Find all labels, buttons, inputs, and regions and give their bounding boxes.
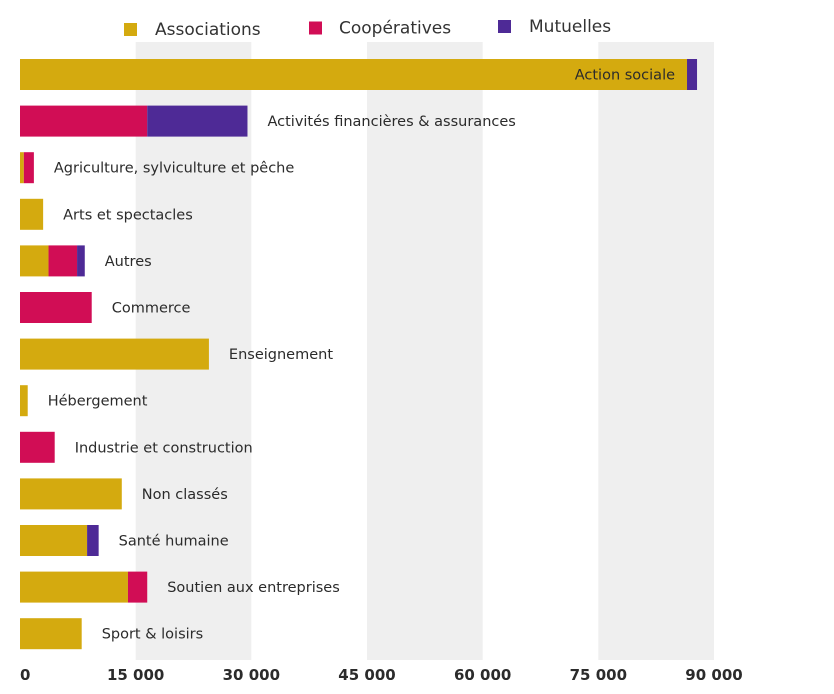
x-tick-label: 60 000 bbox=[454, 666, 511, 684]
grid-band bbox=[367, 42, 483, 660]
legend-swatch bbox=[498, 20, 511, 33]
bar-segment bbox=[20, 105, 148, 137]
category-label: Industrie et construction bbox=[75, 440, 253, 456]
x-tick-label: 0 bbox=[20, 666, 30, 684]
legend: Associations Coopératives Mutuelles bbox=[124, 17, 611, 40]
bar-segment bbox=[20, 292, 92, 323]
category-label: Agriculture, sylviculture et pêche bbox=[54, 161, 294, 177]
bar-segment bbox=[77, 245, 85, 277]
bar-segment bbox=[20, 571, 128, 603]
category-label: Activités financières & assurances bbox=[267, 114, 515, 130]
x-tick-label: 15 000 bbox=[107, 666, 164, 684]
legend-swatch bbox=[124, 23, 137, 36]
bar-segment bbox=[20, 618, 82, 650]
x-tick-label: 45 000 bbox=[338, 666, 395, 684]
category-label: Hébergement bbox=[48, 394, 148, 410]
legend-label: Coopératives bbox=[339, 19, 451, 39]
category-label: Enseignement bbox=[229, 347, 333, 363]
legend-label: Mutuelles bbox=[529, 17, 611, 37]
bar-segment bbox=[20, 431, 55, 463]
x-axis-ticks: 0 15 000 30 000 45 000 60 000 75 000 90 000 bbox=[20, 666, 743, 684]
bar-segment bbox=[20, 385, 28, 417]
grid-band bbox=[598, 42, 714, 660]
bar-segment bbox=[20, 152, 24, 184]
bar-segment bbox=[147, 105, 248, 137]
legend-label: Associations bbox=[155, 20, 261, 40]
bar-segment bbox=[87, 525, 99, 556]
bar-segment bbox=[127, 571, 148, 603]
bar-segment bbox=[20, 59, 688, 90]
category-label: Santé humaine bbox=[119, 534, 229, 550]
bar-segment bbox=[20, 338, 209, 370]
bar-segment bbox=[20, 198, 44, 230]
bar-segment bbox=[48, 245, 78, 277]
bar-segment bbox=[20, 478, 122, 510]
category-label: Commerce bbox=[112, 301, 191, 317]
x-tick-label: 90 000 bbox=[685, 666, 742, 684]
bar-segment bbox=[687, 59, 698, 90]
category-label: Soutien aux entreprises bbox=[167, 580, 340, 596]
bar-segment bbox=[23, 152, 34, 184]
category-label: Autres bbox=[105, 254, 152, 270]
category-label: Non classés bbox=[142, 487, 228, 503]
background-bands bbox=[135, 42, 714, 660]
bar-segment bbox=[20, 245, 49, 277]
category-label: Sport & loisirs bbox=[102, 627, 203, 643]
bar-segment bbox=[20, 525, 88, 556]
bars bbox=[20, 59, 698, 650]
x-tick-label: 30 000 bbox=[223, 666, 280, 684]
category-label: Action sociale bbox=[575, 68, 675, 84]
x-tick-label: 75 000 bbox=[570, 666, 627, 684]
category-label: Arts et spectacles bbox=[63, 207, 193, 223]
legend-swatch bbox=[309, 21, 322, 35]
category-labels: Action sociale Activités financières & as… bbox=[48, 68, 675, 643]
